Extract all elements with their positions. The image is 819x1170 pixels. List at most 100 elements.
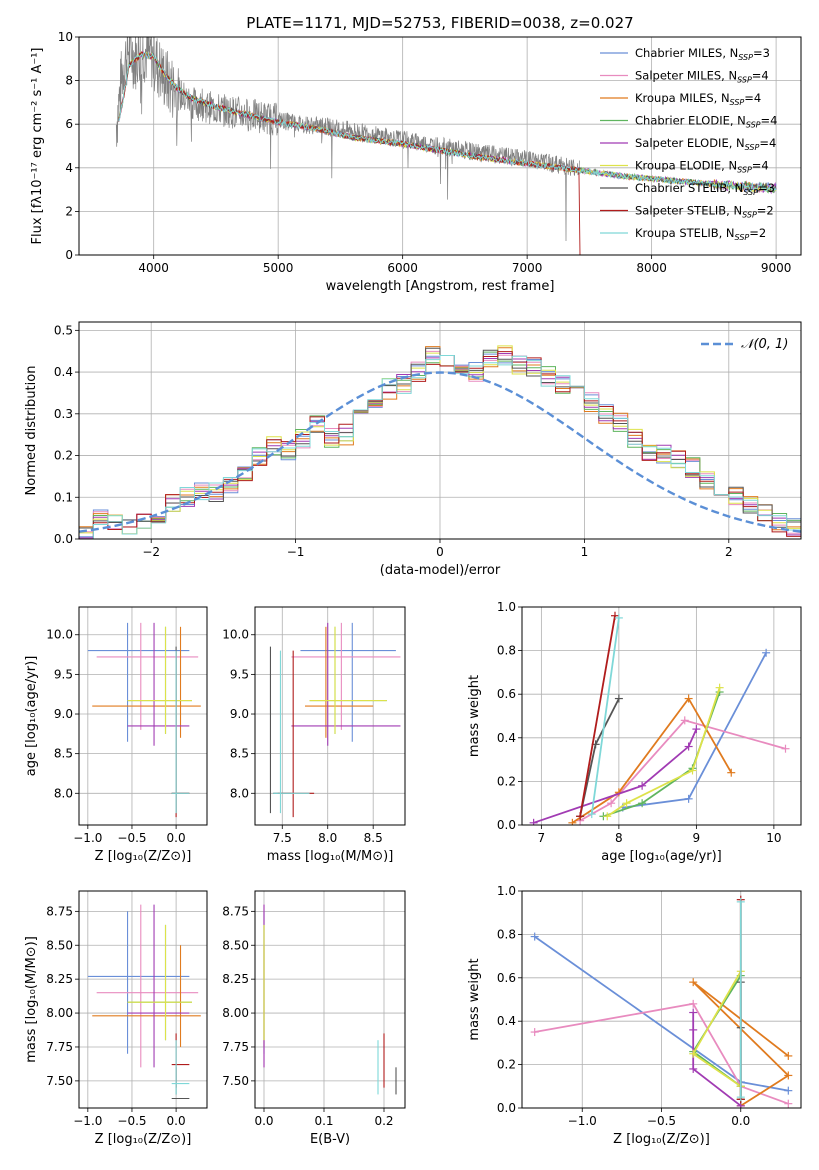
y-tick-label: 0.0 [497,818,516,832]
x-axis-label: Z [log₁₀(Z/Z⊙)] [613,1132,710,1147]
legend-subscript: SSP [743,188,758,197]
legend-subscript: SSP [746,121,761,130]
x-tick-label: −1.0 [73,1114,102,1128]
ssp-line [534,1002,789,1105]
y-tick-label: 10 [58,30,73,44]
histogram-steps [79,355,801,539]
plot-area [269,622,401,818]
y-tick-label: 8.00 [222,1006,249,1020]
axes-frame [78,36,802,256]
x-tick-label: 0.2 [374,1114,393,1128]
panel-4: 7 8 9 10 0.0 0.2 0.4 0.6 0.8 1.0 age [log₁₀(age/yr… [467,600,802,864]
x-tick-label: 0.0 [167,1114,186,1128]
y-tick-label: 0.8 [497,927,516,941]
legend-value: =4 [744,91,761,105]
y-tick-label: 1.0 [497,884,516,898]
y-tick-label: 8.0 [230,786,249,800]
x-tick-label: 9 [693,831,701,845]
ssp-line [590,617,620,815]
legend-value: =4 [752,69,769,83]
legend-value: =3 [753,46,770,60]
x-tick-label: 0.1 [314,1114,333,1128]
axes-frame [521,890,802,1109]
y-tick-label: 8 [65,74,73,88]
y-tick-label: 8.50 [222,938,249,952]
y-axis-label: Flux [fλ10⁻¹⁷ erg cm⁻² s⁻¹ A⁻¹] [30,48,45,245]
y-tick-label: 9.5 [54,667,73,681]
legend-text: Kroupa ELODIE, N [635,159,737,173]
legend-entry: Chabrier STELIB, NSSP=3 [635,181,775,197]
x-tick-label: −0.5 [117,831,146,845]
axes-frame [78,890,208,1109]
gridlines [79,891,207,1108]
y-axis-label: age [log₁₀(age/yr)] [24,656,39,777]
x-axis-label: (data-model)/error [380,563,501,578]
x-tick-label: 7 [538,831,546,845]
y-axis-label: mass weight [467,958,482,1040]
y-tick-label: 4 [65,161,73,175]
legend-entry: Salpeter ELODIE, NSSP=4 [635,136,776,152]
plot-area [79,345,801,539]
legend-text: Salpeter ELODIE, N [635,136,745,150]
y-tick-label: 0.1 [54,490,73,504]
y-tick-label: 0.6 [497,971,516,985]
x-tick-label: 7000 [512,261,543,275]
ssp-line [603,691,721,818]
y-tick-label: 8.50 [46,938,73,952]
y-tick-label: 0.5 [54,323,73,337]
legend-value: =4 [752,159,769,173]
x-tick-label: −1.0 [568,1114,597,1128]
legend-subscript: SSP [735,233,750,242]
legend-text: Chabrier STELIB, N [635,181,743,195]
y-axis-label: mass weight [467,675,482,757]
y-tick-label: 0.3 [54,407,73,421]
y-tick-label: 7.75 [222,1040,249,1054]
legend-entry: Kroupa MILES, NSSP=4 [635,91,761,107]
gridlines [522,606,801,826]
x-tick-label: 0 [436,545,444,559]
legend-text: Salpeter MILES, N [635,69,737,83]
y-tick-label: 0.4 [497,731,516,745]
ssp-line [579,615,616,817]
gridlines [79,607,207,825]
y-tick-label: 0.2 [497,774,516,788]
y-tick-label: 2 [65,204,73,218]
x-tick-label: 4000 [138,261,169,275]
plot-area [115,37,777,255]
y-tick-label: 8.00 [46,1006,73,1020]
panel-5: −1.0 −0.5 0.0 7.50 7.75 8.00 8.25 8.50 8.75 Z [lo… [24,890,208,1147]
axes-frame [521,606,802,826]
y-tick-label: 0.0 [54,532,73,546]
x-tick-label: −0.5 [647,1114,676,1128]
x-tick-label: −1 [287,545,305,559]
x-axis-label: E(B-V) [310,1132,350,1147]
plot-area [529,611,790,825]
panel-3: 7.5 8.0 8.5 8.0 8.5 9.0 9.5 10.0 mass [log₁₀(M/M… [222,606,406,864]
x-tick-label: 9000 [761,261,792,275]
legend-value: =2 [757,204,774,218]
x-axis-label: mass [log₁₀(M/M⊙)] [267,849,394,864]
x-tick-label: 5000 [263,261,294,275]
ssp-line [606,687,721,818]
ssp-line [533,728,698,824]
legend-subscript: SSP [730,98,745,107]
legend-value: =3 [758,181,775,195]
ssp-line [571,696,733,824]
x-tick-label: −2 [142,545,160,559]
y-tick-label: 9.0 [230,707,249,721]
y-tick-label: 8.75 [222,904,249,918]
legend-text: Kroupa MILES, N [635,91,730,105]
legend-entry: Chabrier MILES, NSSP=3 [635,46,770,62]
y-tick-label: 0.6 [497,687,516,701]
y-tick-label: 8.5 [54,747,73,761]
x-tick-label: 1 [581,545,589,559]
plot-area [87,904,201,1100]
y-tick-label: 8.0 [54,786,73,800]
y-tick-label: 10.0 [222,628,249,642]
x-tick-label: 10 [766,831,781,845]
model-spectrum-line [118,52,777,193]
x-tick-label: 7.5 [273,831,292,845]
y-tick-label: 7.50 [46,1074,73,1088]
y-tick-label: 8.25 [222,972,249,986]
